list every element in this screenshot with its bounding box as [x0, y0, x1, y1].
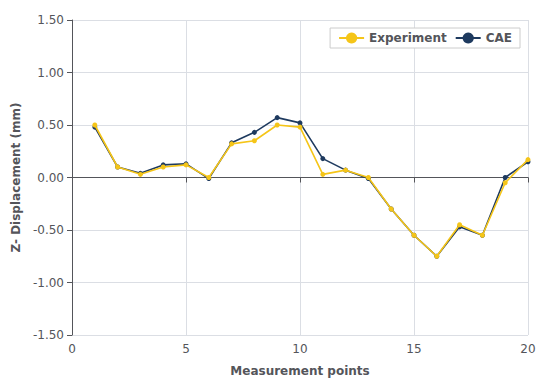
- svg-text:CAE: CAE: [486, 31, 512, 45]
- svg-text:Measurement points: Measurement points: [230, 364, 369, 378]
- svg-text:1.00: 1.00: [37, 66, 64, 80]
- svg-text:0: 0: [68, 342, 76, 356]
- svg-text:1.50: 1.50: [37, 13, 64, 27]
- svg-text:0.50: 0.50: [37, 118, 64, 132]
- svg-text:15: 15: [406, 342, 421, 356]
- svg-text:-1.00: -1.00: [33, 276, 64, 290]
- svg-text:0.00: 0.00: [37, 171, 64, 185]
- svg-text:10: 10: [292, 342, 307, 356]
- svg-text:Experiment: Experiment: [369, 31, 447, 45]
- svg-text:Z- Displacement (mm): Z- Displacement (mm): [9, 103, 23, 253]
- svg-text:-1.50: -1.50: [33, 328, 64, 342]
- svg-text:-0.50: -0.50: [33, 223, 64, 237]
- svg-text:20: 20: [520, 342, 535, 356]
- svg-text:5: 5: [182, 342, 190, 356]
